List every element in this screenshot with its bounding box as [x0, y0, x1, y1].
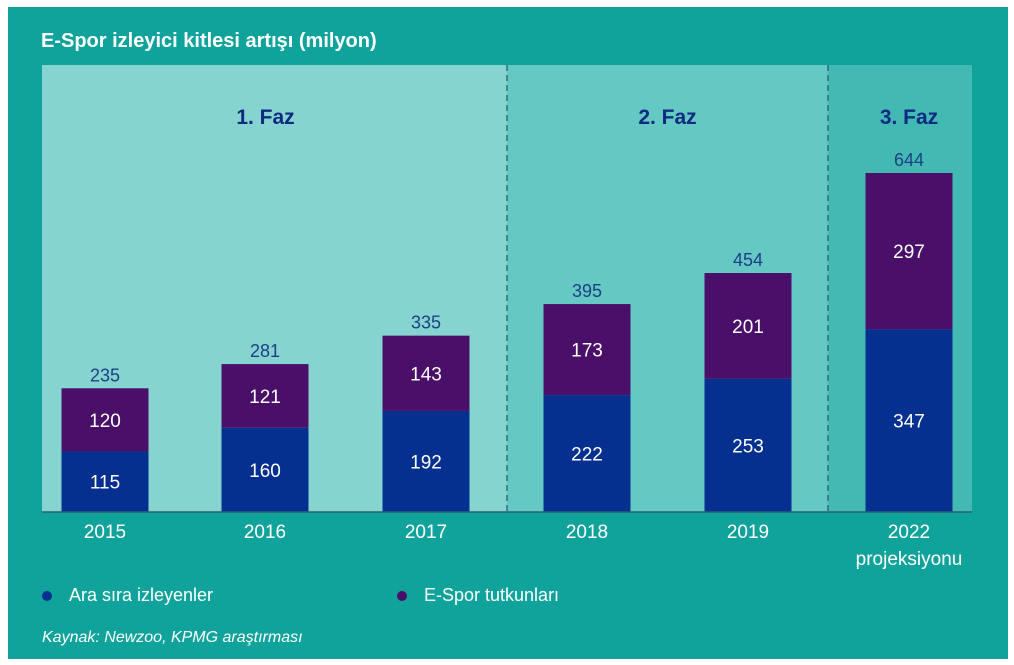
legend-item-enthusiasts: E-Spor tutkunları: [397, 585, 559, 606]
data-label: 347: [893, 412, 925, 433]
x-tick-label-line: 2015: [84, 522, 126, 543]
bar-segment-enthusiasts: [704, 273, 792, 379]
data-label: 160: [249, 461, 281, 482]
chart-title: E-Spor izleyici kitlesi artışı (milyon): [41, 30, 377, 52]
data-label: 192: [410, 452, 442, 473]
data-label: 297: [893, 242, 925, 263]
x-tick-label: 2017: [405, 522, 447, 543]
bar-segment-enthusiasts: [865, 173, 953, 330]
x-tick-label-line: projeksiyonu: [856, 549, 963, 570]
legend-marker-enthusiasts: [397, 590, 407, 601]
x-tick-label: 2016: [244, 522, 286, 543]
x-tick-label: 2018: [566, 522, 608, 543]
x-tick-label-line: 2016: [244, 522, 286, 543]
phase-label: 3. Faz: [880, 106, 938, 129]
x-tick-label-line: 2018: [566, 522, 608, 543]
bar-segment-occasional: [865, 329, 953, 512]
total-label: 644: [894, 150, 924, 170]
data-label: 201: [732, 317, 764, 338]
phase-label: 2. Faz: [638, 106, 696, 129]
bar-segment-occasional: [704, 378, 792, 512]
x-tick-label-line: 2019: [727, 522, 769, 543]
total-label: 395: [572, 281, 602, 301]
data-label: 121: [249, 387, 281, 408]
total-label: 454: [733, 250, 763, 270]
data-label: 120: [89, 411, 121, 432]
data-label: 253: [732, 436, 764, 457]
bar-segment-occasional: [221, 427, 309, 512]
bar-segment-enthusiasts: [221, 364, 309, 428]
legend-label-occasional: Ara sıra izleyenler: [69, 585, 214, 605]
x-tick-label-line: 2017: [405, 522, 447, 543]
source-note: Kaynak: Newzoo, KPMG araştırması: [42, 629, 303, 646]
bar-segment-occasional: [61, 451, 149, 512]
legend-label-enthusiasts: E-Spor tutkunları: [424, 585, 560, 605]
x-tick-label: 2022 projeksiyonu: [856, 522, 963, 570]
bar-segment-enthusiasts: [543, 304, 631, 396]
bar-segment-enthusiasts: [61, 388, 149, 452]
bar-segment-enthusiasts: [382, 335, 470, 411]
legend-marker-occasional: [42, 590, 52, 601]
data-label: 173: [571, 341, 603, 362]
x-tick-label: 2015: [84, 522, 126, 543]
bar-segment-occasional: [543, 395, 631, 512]
phase-label: 1. Faz: [236, 106, 294, 129]
legend-item-occasional: Ara sıra izleyenler: [42, 585, 213, 606]
bar-segment-occasional: [382, 410, 470, 512]
data-label: 143: [410, 364, 442, 385]
data-label: 115: [90, 473, 120, 494]
data-label: 222: [571, 445, 603, 466]
x-tick-label: 2019: [727, 522, 769, 543]
total-label: 281: [250, 341, 280, 361]
total-label: 235: [90, 365, 120, 385]
total-label: 335: [411, 313, 441, 333]
x-tick-label-line: 2022: [888, 522, 930, 543]
